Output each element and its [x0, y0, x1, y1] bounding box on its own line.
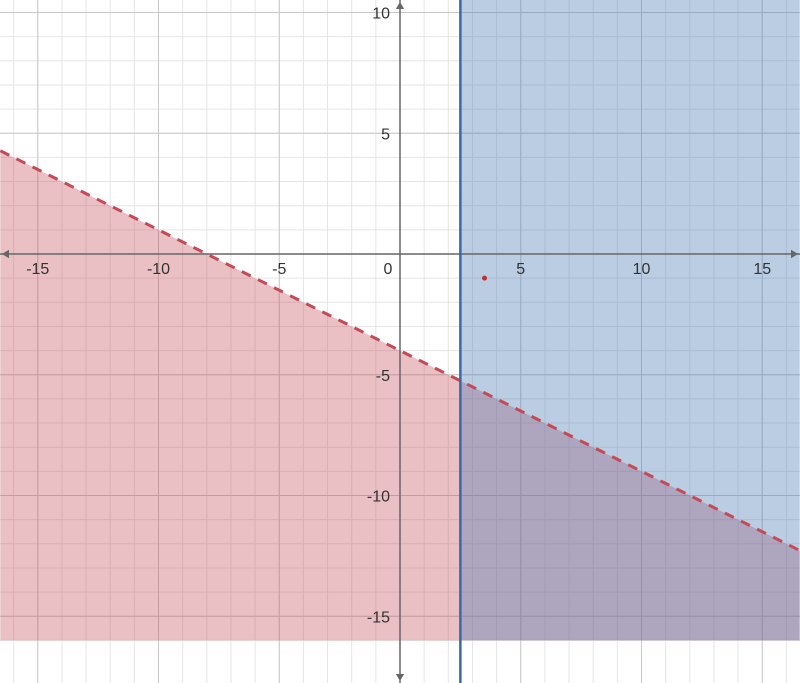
blue-region [460, 0, 799, 640]
inequality-chart: -15 -10 -5 0 5 10 15 10 5 -5 -10 -15 [0, 0, 800, 683]
marked-point [482, 276, 487, 281]
y-tick-label: 10 [372, 6, 390, 23]
chart-svg: -15 -10 -5 0 5 10 15 10 5 -5 -10 -15 [0, 0, 800, 683]
x-tick-label: 10 [633, 261, 651, 278]
x-tick-label: 5 [516, 261, 525, 278]
y-tick-label: -5 [376, 368, 390, 385]
y-tick-label: -10 [367, 489, 390, 506]
x-tick-label: -15 [26, 261, 49, 278]
x-tick-label: 15 [753, 261, 771, 278]
y-tick-label: -15 [367, 609, 390, 626]
y-tick-label: 5 [381, 126, 390, 143]
x-tick-label: -10 [147, 261, 170, 278]
x-tick-label: 0 [384, 261, 393, 278]
x-tick-label: -5 [272, 261, 286, 278]
